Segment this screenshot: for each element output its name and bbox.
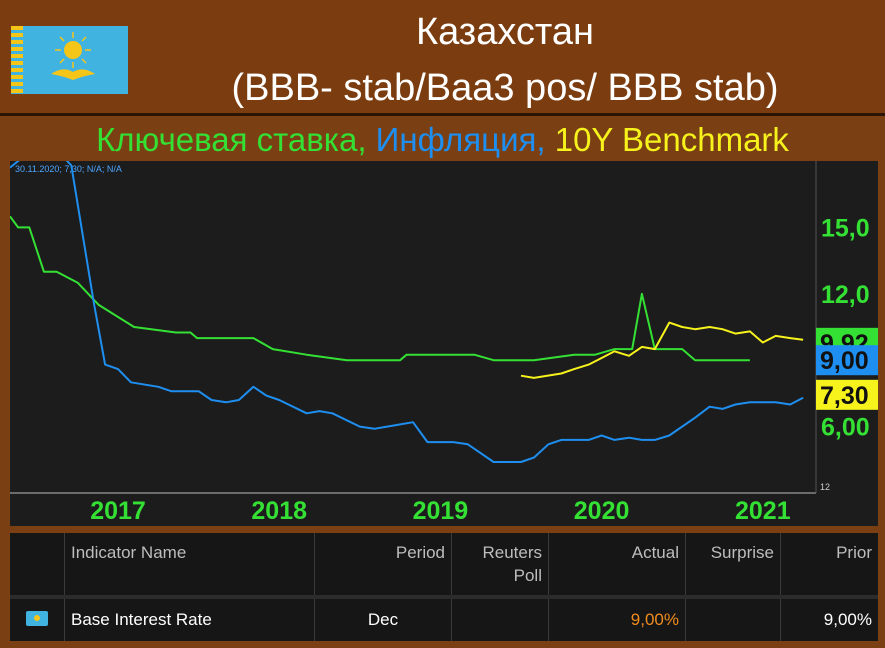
header-reuters-poll[interactable]: Reuters Poll <box>452 533 549 595</box>
x-tick-label: 2018 <box>251 497 307 525</box>
flag-sun-eagle <box>51 32 95 80</box>
kazakhstan-flag-icon <box>11 26 128 94</box>
x-tick-label: 2020 <box>574 497 630 525</box>
flag-ornament <box>11 26 23 94</box>
header-surprise[interactable]: Surprise <box>686 533 781 595</box>
series-group <box>10 161 804 463</box>
row-separator <box>10 595 878 599</box>
header-reuters-poll-line2: Poll <box>513 566 542 585</box>
x-tick-label: 2021 <box>735 497 791 525</box>
row-indicator-name[interactable]: Base Interest Rate <box>65 599 315 641</box>
last-value-badge-inflation <box>816 345 878 376</box>
y-tick-label-small: 12 <box>820 482 830 492</box>
row-actual: 9,00% <box>549 599 686 641</box>
legend-inflation: Инфляция, <box>375 121 546 158</box>
flag-header-cell <box>10 533 65 595</box>
row-period: Dec <box>315 599 452 641</box>
legend-rate: Ключевая ставка, <box>96 121 367 158</box>
row-flag-cell <box>10 599 65 641</box>
series-line-rate <box>10 215 750 362</box>
header-actual[interactable]: Actual <box>549 533 686 595</box>
x-tick-label: 2017 <box>90 497 146 525</box>
series-line-benchmark <box>520 321 804 379</box>
hover-readout: 30.11.2020; 7,30; N/A; N/A <box>15 164 122 174</box>
page-title: Казахстан <box>415 11 595 53</box>
series-line-inflation <box>10 161 804 463</box>
row-reuters-poll <box>452 599 549 641</box>
line-chart: 30.11.2020; 7,30; N/A; N/A 2017 2018 2019 2… <box>10 161 878 525</box>
row-prior: 9,00% <box>823 610 872 629</box>
header-reuters-poll-line1: Reuters <box>482 543 542 562</box>
kazakhstan-flag-icon <box>26 611 48 626</box>
indicator-table: Indicator Name Period Reuters Poll Actua… <box>10 533 878 641</box>
header-divider <box>0 113 885 116</box>
header-indicator-name[interactable]: Indicator Name <box>65 533 315 595</box>
tick-group: 2017 2018 2019 2020 20216,0012,015,0129,929,… <box>90 214 878 525</box>
y-tick-label: 12,0 <box>821 281 870 309</box>
last-value-badge-benchmark <box>816 379 878 410</box>
chart-panel: 30.11.2020; 7,30; N/A; N/A 2017 2018 2019 2… <box>10 161 878 526</box>
last-value-label-inflation: 9,00 <box>820 347 869 375</box>
header-prior[interactable]: Prior <box>836 543 872 562</box>
y-tick-label: 6,00 <box>821 414 870 442</box>
rating-subtitle: (BBB- stab/Baa3 pos/ BBB stab) <box>231 67 779 109</box>
last-value-label-benchmark: 7,30 <box>820 382 869 410</box>
header-period[interactable]: Period <box>315 533 452 595</box>
legend-benchmark: 10Y Benchmark <box>554 121 789 158</box>
header: Казахстан (BBB- stab/Baa3 pos/ BBB stab) <box>0 0 885 113</box>
x-tick-label: 2019 <box>413 497 469 525</box>
row-surprise <box>686 599 781 641</box>
y-tick-label: 15,0 <box>821 214 870 242</box>
legend-line: Ключевая ставка, Инфляция, 10Y Benchmark <box>0 116 885 161</box>
